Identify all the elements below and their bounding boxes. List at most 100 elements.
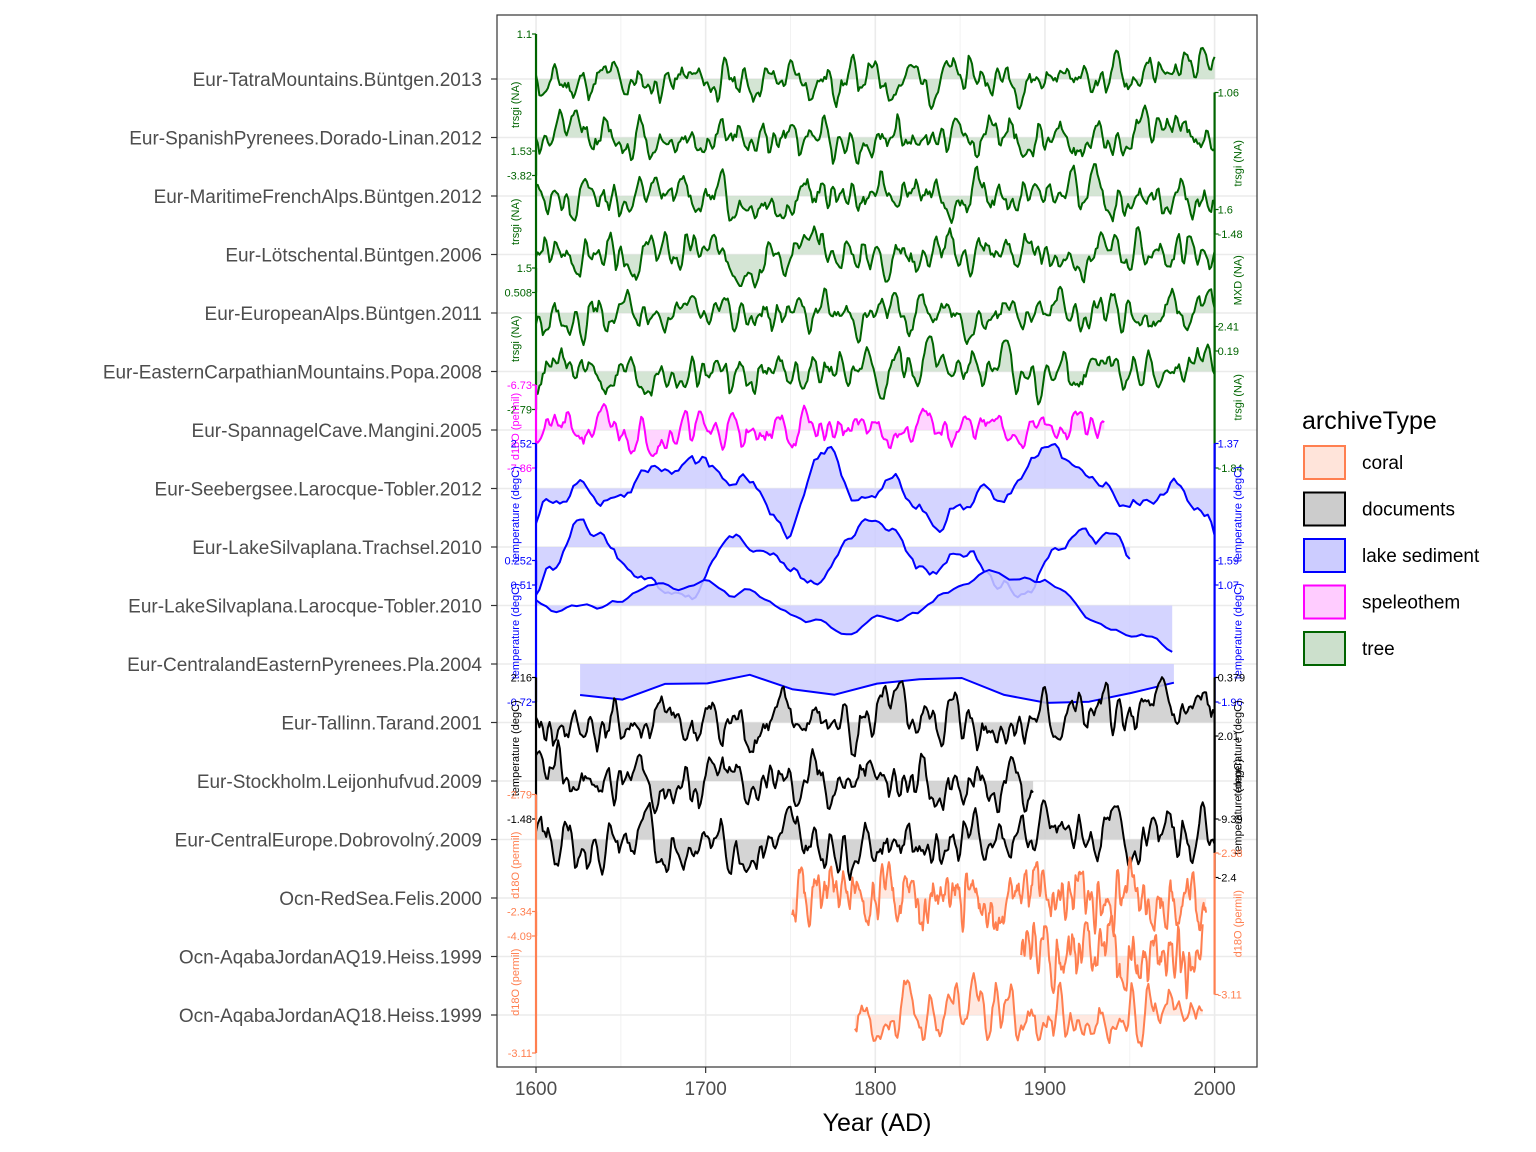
value-axis-title: trsgi (NA) — [510, 316, 522, 362]
x-tick-label: 1600 — [515, 1079, 557, 1100]
value-axis-tick-label: 0.51 — [511, 580, 532, 592]
value-axis-left: 0.252 -0.72 temperature (degC) — [504, 556, 538, 709]
value-axis-title: d18O (permil) — [1233, 890, 1245, 957]
value-axis-tick-label: 1.1 — [517, 29, 532, 41]
legend-item: documents — [1303, 491, 1455, 527]
series-speleothem — [535, 403, 1105, 458]
series-line — [535, 443, 1216, 540]
series-fill — [536, 286, 1215, 346]
value-axis-tick-label: 1.07 — [1218, 580, 1239, 592]
series-fill — [536, 444, 1215, 539]
value-axis-tick-label: -1.96 — [1218, 697, 1243, 709]
value-axis-left: -2.34 -3.11 d18O (permil) — [507, 907, 538, 1060]
x-tick-label: 1900 — [1024, 1079, 1066, 1100]
series-tree — [535, 163, 1215, 224]
series-line — [535, 739, 1034, 815]
value-axis-tick-label: -7.86 — [507, 463, 532, 475]
value-axis-title: trsgi (NA) — [1233, 140, 1245, 186]
legend-key — [1303, 631, 1346, 666]
value-axis-tick-label: 0.508 — [504, 288, 532, 300]
x-tick-label: 2000 — [1193, 1079, 1235, 1100]
row-label: Eur-TatraMountains.Büntgen.2013 — [193, 70, 482, 91]
value-axis-title: temperature (degC) — [510, 583, 522, 679]
series-fill — [536, 677, 1215, 757]
series-line — [535, 676, 1216, 758]
legend-key — [1303, 445, 1346, 480]
row-label: Eur-Stockholm.Leijonhufvud.2009 — [197, 772, 482, 793]
value-axis-tick-label: 1.5 — [517, 263, 532, 275]
value-axis-tick-label: -6.73 — [507, 380, 532, 392]
value-axis-tick-label: 2.16 — [511, 673, 532, 685]
value-axis-left: 2.52 0.51 temperature (degC) — [510, 439, 538, 592]
row-label: Eur-EasternCarpathianMountains.Popa.2008 — [103, 363, 482, 384]
value-axis-right: 1.6 0.19 MXD (NA) — [1213, 205, 1245, 358]
series-tree — [535, 335, 1216, 406]
series-fill — [536, 519, 1130, 600]
legend-key — [1303, 584, 1346, 620]
row-label: Eur-Lötschental.Büntgen.2006 — [225, 246, 482, 267]
legend: archiveType coral documents lake sediment s… — [1302, 407, 1480, 666]
value-axis-title: MXD (NA) — [1233, 255, 1245, 305]
value-axis-tick-label: 1.59 — [1218, 556, 1239, 568]
series-tree — [535, 46, 1216, 110]
series-line — [535, 46, 1216, 110]
series-fill — [1021, 915, 1203, 999]
value-axis-tick-label: 0.19 — [1218, 346, 1239, 358]
value-axis-title: trsgi (NA) — [510, 82, 522, 128]
value-axis-tick-label: -2.38 — [1218, 848, 1243, 860]
series-coral — [791, 856, 1208, 935]
value-axis-title: temperature (degC) — [1233, 759, 1245, 855]
value-axis-title: d18O (permil) — [510, 393, 522, 460]
series-fill — [536, 226, 1215, 288]
panel-border — [496, 14, 1258, 1068]
series-documents — [535, 676, 1216, 758]
legend-item: speleothem — [1303, 584, 1460, 620]
value-axis-tick-label: -1.48 — [1218, 229, 1243, 241]
series-layer — [535, 46, 1216, 1048]
legend-item: lake sediment — [1303, 538, 1480, 573]
series-line — [791, 856, 1208, 935]
series-line — [535, 403, 1105, 458]
row-label: Ocn-AqabaJordanAQ18.Heiss.1999 — [179, 1006, 482, 1027]
row-label: Eur-LakeSilvaplana.Trachsel.2010 — [192, 538, 482, 559]
row-label: Ocn-AqabaJordanAQ19.Heiss.1999 — [179, 948, 482, 969]
value-axis-tick-label: -2.4 — [1218, 873, 1237, 885]
row-label: Eur-SpannagelCave.Mangini.2005 — [192, 421, 482, 442]
series-line — [535, 569, 1173, 653]
value-axis-right: 2.41 -1.84 trsgi (NA) — [1213, 322, 1245, 475]
value-axis-tick-label: 1.53 — [511, 146, 532, 158]
row-label: Eur-Seebergsee.Larocque-Tobler.2012 — [155, 480, 482, 501]
series-fill — [536, 570, 1173, 652]
series-line — [535, 163, 1215, 224]
series-documents — [535, 799, 1216, 881]
legend-item: tree — [1303, 631, 1395, 666]
value-axis-right: 1.59 -1.96 temperature (degC) — [1213, 556, 1245, 709]
series-line — [535, 285, 1216, 347]
series-lake-sediment — [535, 569, 1173, 653]
series-coral — [1020, 914, 1204, 1000]
value-axis-tick-label: -1.48 — [507, 814, 532, 826]
value-axis-title: temperature (degC) — [1233, 466, 1245, 562]
row-label: Eur-CentralEurope.Dobrovolný.2009 — [175, 831, 482, 852]
series-line — [579, 673, 1175, 704]
legend-title: archiveType — [1302, 407, 1437, 435]
row-labels: Eur-TatraMountains.Büntgen.2013 Eur-Spani… — [103, 70, 497, 1027]
value-axis-tick-label: 2.52 — [511, 439, 532, 451]
series-tree — [535, 104, 1216, 165]
value-axis-tick-label: -3.11 — [508, 1048, 532, 1060]
legend-item: coral — [1303, 445, 1403, 480]
value-axis-tick-label: -2.79 — [507, 790, 532, 802]
legend-label: lake sediment — [1362, 546, 1480, 567]
value-axis-title: temperature (degC) — [1233, 700, 1245, 796]
series-tree — [535, 225, 1216, 289]
series-lake-sediment — [535, 443, 1216, 540]
x-tick-label: 1800 — [854, 1079, 896, 1100]
value-axis-tick-label: -0.72 — [507, 697, 532, 709]
value-axis-title: d18O (permil) — [510, 949, 522, 1016]
value-axis-tick-label: 1.37 — [1218, 439, 1239, 451]
value-axis-tick-label: -4.09 — [507, 931, 532, 943]
legend-label: speleothem — [1362, 593, 1460, 614]
row-label: Ocn-RedSea.Felis.2000 — [279, 889, 482, 910]
series-lake-sediment — [579, 664, 1175, 704]
series-coral — [854, 972, 1204, 1048]
